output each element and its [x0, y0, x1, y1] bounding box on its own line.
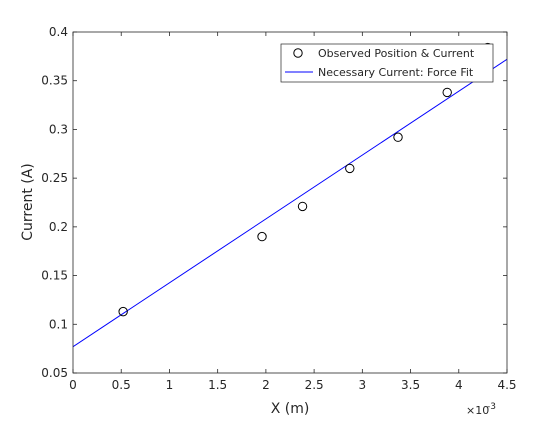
x-tick-label: 1.5: [208, 378, 227, 392]
observed-point: [257, 231, 267, 242]
tick-layer: 0 0.5 1 1.5 2 2.5 3 3.5 4 4.5 0.05 0.1 0.15 0.2 0.25 0.…: [41, 25, 516, 392]
x-tick-label: 4: [455, 378, 463, 392]
x-axis-label: X (m): [271, 401, 310, 417]
y-tick-label: 0.15: [41, 269, 68, 283]
x-tick-label: 1: [166, 378, 174, 392]
y-tick-label: 0.1: [49, 317, 68, 331]
y-tick-label: 0.05: [41, 366, 68, 380]
legend-label-observed: Observed Position & Current: [318, 47, 475, 60]
x-tick-label: 0.5: [112, 378, 131, 392]
x-tick-label: 2.5: [305, 378, 324, 392]
legend: Observed Position & Current Necessary Cu…: [280, 43, 494, 83]
fit-line: [73, 58, 507, 348]
x-tick-label: 3.5: [401, 378, 420, 392]
legend-label-fit: Necessary Current: Force Fit: [318, 66, 474, 79]
observed-point: [118, 306, 128, 317]
x-exponent-power: -3: [487, 402, 496, 412]
x-tick-label: 3: [359, 378, 367, 392]
series-layer: [73, 42, 507, 348]
legend-marker-observed: [293, 48, 303, 58]
axes-layer: [72, 31, 508, 374]
x-exponent-base: ×10: [466, 404, 489, 417]
x-tick-label: 4.5: [497, 378, 516, 392]
y-tick-label: 0.35: [41, 74, 68, 88]
y-axis-label: Current (A): [20, 163, 36, 241]
y-tick-label: 0.3: [49, 122, 68, 136]
x-exponent-label: ×10 -3: [466, 402, 496, 417]
x-tick-label: 0: [69, 378, 77, 392]
x-tick-label: 2: [262, 378, 270, 392]
axes-box: [72, 31, 508, 374]
legend-box: [280, 43, 494, 83]
observed-point: [442, 87, 452, 98]
y-tick-label: 0.2: [49, 220, 68, 234]
observed-point: [345, 163, 355, 174]
y-tick-label: 0.4: [49, 25, 68, 39]
observed-point: [297, 201, 308, 212]
observed-point: [393, 132, 403, 142]
y-tick-label: 0.25: [41, 171, 68, 185]
